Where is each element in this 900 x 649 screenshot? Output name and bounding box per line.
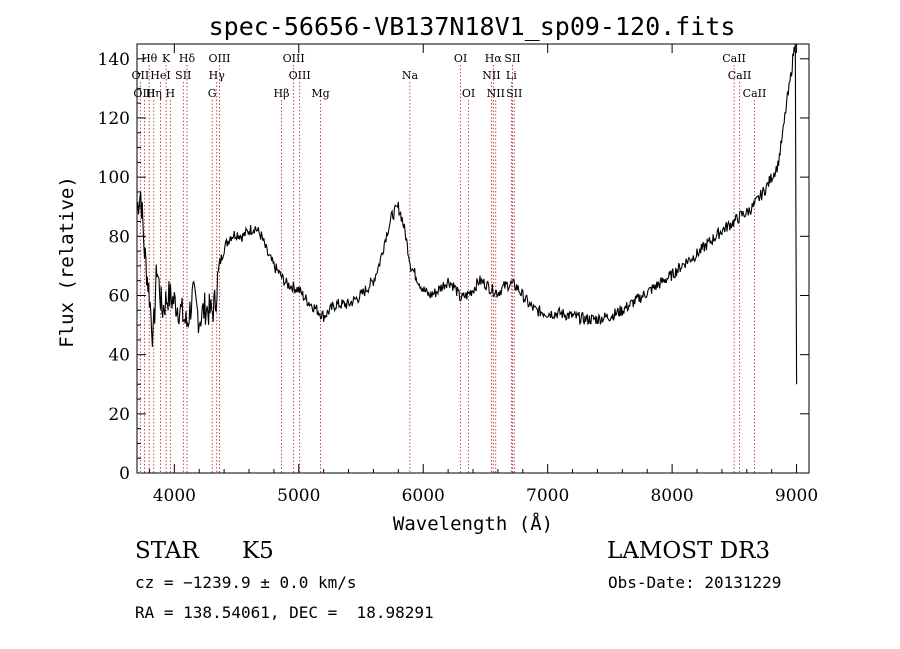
y-tick-label-4: 80 (108, 227, 130, 247)
marker-label-6: Hα (485, 52, 503, 65)
marker-label-27: CaII (743, 87, 767, 100)
x-tick-label-3: 7000 (526, 486, 569, 506)
marker-label-26: SII (506, 87, 522, 100)
y-tick-label-5: 100 (98, 168, 130, 188)
marker-label-22: Hβ (274, 87, 290, 100)
y-tick-label-2: 40 (108, 346, 130, 366)
marker-label-0: Hθ (141, 52, 158, 65)
x-tick-label-2: 6000 (402, 486, 445, 506)
object-class: STAR (135, 538, 199, 564)
observation-date: Obs-Date: 20131229 (608, 573, 782, 592)
marker-label-21: G (208, 87, 217, 100)
marker-label-15: NII (482, 69, 500, 82)
marker-label-18: OIII (133, 87, 155, 100)
marker-label-16: Li (506, 69, 517, 82)
survey-name: LAMOST DR3 (607, 538, 771, 564)
marker-label-3: OIII (208, 52, 230, 65)
coordinates: RA = 138.54061, DEC = 18.98291 (135, 603, 434, 622)
marker-label-8: CaII (722, 52, 746, 65)
marker-label-10: HeI (150, 69, 170, 82)
marker-label-5: OI (454, 52, 467, 65)
x-tick-label-5: 9000 (775, 486, 818, 506)
y-tick-label-0: 0 (119, 464, 130, 484)
marker-label-24: OI (462, 87, 475, 100)
marker-label-20: H (166, 87, 176, 100)
marker-label-1: K (162, 52, 171, 65)
x-tick-label-1: 5000 (277, 486, 320, 506)
y-tick-label-6: 120 (98, 109, 130, 129)
x-axis-ticks: 4000 5000 6000 7000 8000 9000 (148, 44, 818, 506)
marker-label-7: SII (504, 52, 520, 65)
marker-label-2: Hδ (179, 52, 196, 65)
marker-label-25: NII (487, 87, 505, 100)
x-tick-label-4: 8000 (650, 486, 693, 506)
marker-label-13: OIII (289, 69, 311, 82)
y-tick-label-3: 60 (108, 286, 130, 306)
chart-title: spec-56656-VB137N18V1_sp09-120.fits (209, 12, 736, 41)
marker-label-9: OII (132, 69, 150, 82)
y-tick-label-7: 140 (98, 50, 130, 70)
marker-label-19: Hη (146, 87, 162, 100)
redshift-velocity: cz = −1239.9 ± 0.0 km/s (135, 573, 357, 592)
marker-label-4: OIII (283, 52, 305, 65)
spectrum-line (136, 43, 798, 385)
marker-label-23: Mg (311, 87, 329, 100)
object-subclass: K5 (242, 538, 274, 564)
spectrum-chart: spec-56656-VB137N18V1_sp09-120.fits Hθ K H… (56, 12, 818, 535)
marker-label-11: SII (175, 69, 191, 82)
y-axis-label: Flux (relative) (56, 176, 78, 348)
marker-label-17: CaII (728, 69, 752, 82)
marker-label-12: Hγ (209, 69, 226, 82)
x-axis-label: Wavelength (Å) (393, 512, 553, 535)
y-tick-label-1: 20 (108, 405, 130, 425)
marker-label-14: Na (402, 69, 419, 82)
x-tick-label-0: 4000 (153, 486, 196, 506)
plot-frame (136, 43, 810, 474)
y-axis-ticks: 0 20 40 60 80 100 120 140 (98, 50, 809, 484)
